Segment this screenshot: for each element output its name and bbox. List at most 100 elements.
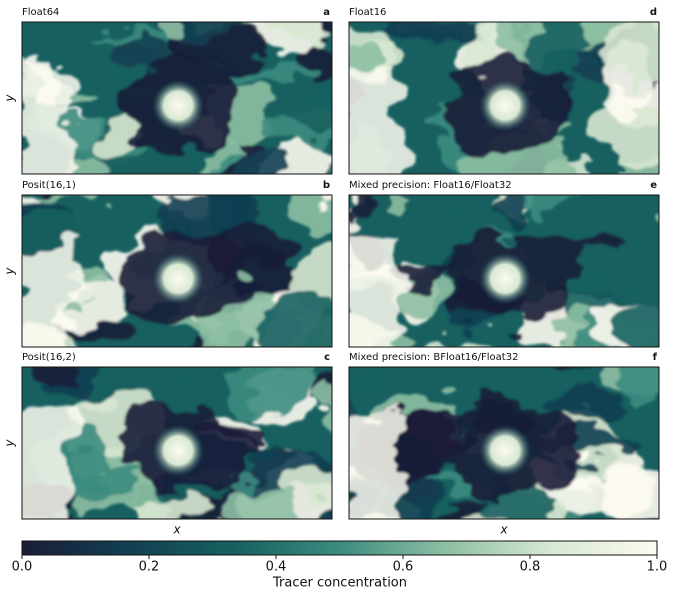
colorbar-tick-label: 0.0 [12,560,33,575]
panel-title: Float16 [349,7,386,18]
field-blob [660,201,680,226]
vortex-core [479,252,532,305]
panel-letter: b [323,180,330,191]
vortex-core [152,79,205,132]
field-blob [466,22,497,68]
field-blob [349,412,399,519]
colorbar-tick-label: 0.6 [393,560,414,575]
field-blob [252,171,291,174]
field-blob [221,64,313,79]
field-blob [349,195,372,218]
x-axis-label: x [499,523,508,537]
field-blob [23,195,104,204]
panel-letter: c [324,352,330,363]
field-blob [221,483,298,519]
field-blob [535,22,582,77]
tracer-field [349,367,659,540]
field-blob [131,503,218,519]
field-blob [519,195,573,209]
field-blob [22,412,72,519]
field-blob [549,236,637,254]
field-blob [22,22,108,30]
field-blob [611,300,659,347]
vortex-core [152,424,205,477]
field-blob [501,195,528,224]
y-axis-label: y [3,267,17,276]
panel-frame [348,194,660,348]
field-blob [22,240,72,347]
tracer-field [349,22,659,174]
field-blob [390,271,447,315]
panel-letter: a [323,7,330,18]
field-blob [378,22,471,45]
colorbar-tick-label: 0.2 [139,560,160,575]
field-blob [616,367,659,402]
field-blob [314,162,332,174]
field-blob [504,172,613,189]
colorbar [21,540,658,556]
field-blob [349,67,399,174]
panel-frame [21,21,333,175]
field-blob [75,0,121,12]
field-blob [260,293,332,347]
tracer-field [22,367,332,519]
field-blob [597,99,659,162]
tracer-field [22,0,332,174]
panel-frame [21,194,333,348]
field-blob [321,378,332,434]
y-axis-label: y [3,439,17,448]
panel-title: Float64 [22,7,59,18]
field-blob [279,472,332,500]
y-axis-label: y [3,94,17,103]
colorbar-tick-label: 0.4 [266,560,287,575]
panel-frame [348,21,660,175]
field-blob [435,331,461,347]
field-blob [225,367,323,410]
field-blob [601,22,659,82]
panel-frame [21,366,333,520]
colorbar-label: Tracer concentration [272,576,407,591]
field-blob [386,261,460,282]
field-blob [81,375,164,396]
tracer-field [349,172,680,347]
field-blob [0,241,20,267]
tracer-field [0,195,332,347]
field-blob [349,372,392,388]
field-texture [349,367,659,540]
field-blob [284,84,332,134]
field-blob [28,367,84,375]
panel-title: Mixed precision: Float16/Float32 [349,180,512,191]
panel-letter: f [653,352,658,363]
vortex-core [479,424,532,477]
panel-letter: d [650,7,657,18]
panel-letter: e [650,180,657,191]
panel-title: Mixed precision: BFloat16/Float32 [349,352,518,363]
field-blob [301,518,312,519]
field-blob [160,22,192,42]
panel-frame [348,366,660,520]
panel-title: Posit(16,1) [22,180,76,191]
x-axis-label: x [172,523,181,537]
field-blob [22,67,72,174]
field-blob [324,195,332,200]
field-blob [389,195,410,203]
field-blob [541,367,582,369]
field-blob [260,22,332,32]
field-texture [349,172,680,347]
field-blob [453,199,478,226]
field-blob [547,520,574,540]
vortex-core [479,79,532,132]
field-blob [62,154,108,174]
field-blob [207,346,220,347]
field-texture [22,0,332,174]
field-blob [160,367,191,379]
field-blob [226,158,287,174]
field-blob [242,282,276,298]
field-blob [551,387,624,428]
field-blob [652,22,659,23]
field-blob [80,393,116,418]
vortex-core [152,252,205,305]
colorbar-tick-label: 0.8 [520,560,541,575]
field-blob [349,240,399,347]
